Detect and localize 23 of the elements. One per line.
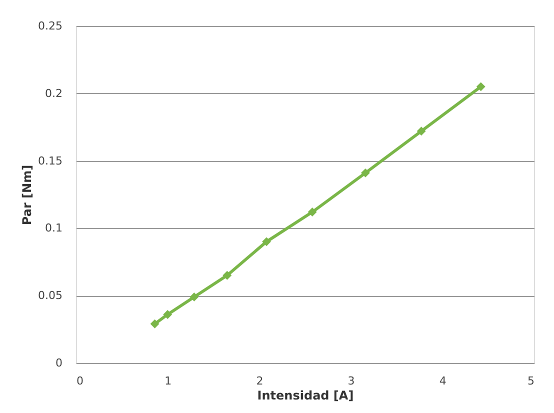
point [150, 319, 160, 328]
point [262, 237, 271, 246]
point [308, 208, 317, 216]
point [190, 292, 199, 302]
y-tick-label: 0.25 [38, 20, 62, 32]
x-tick-label: 2 [256, 374, 264, 388]
point [360, 168, 370, 178]
point [416, 126, 426, 136]
x-tick-label: 5 [528, 374, 534, 388]
y-axis-title: Par [Nm] [20, 164, 34, 226]
point [222, 270, 232, 280]
x-tick-label: 4 [439, 374, 446, 388]
x-tick-label: 0 [76, 374, 84, 388]
y-tick-label: 0.1 [45, 222, 62, 235]
point [476, 82, 486, 92]
y-tick-label: 0.05 [38, 289, 62, 302]
x-tick-label: 1 [164, 374, 172, 388]
y-tick-label: 0 [56, 356, 62, 370]
y-tick-label: 0.2 [45, 86, 62, 100]
y-tick-label: 0.15 [38, 154, 62, 168]
x-axis-title: Intensidad [A] [257, 388, 354, 402]
point [163, 310, 172, 319]
x-tick-label: 3 [348, 374, 355, 388]
